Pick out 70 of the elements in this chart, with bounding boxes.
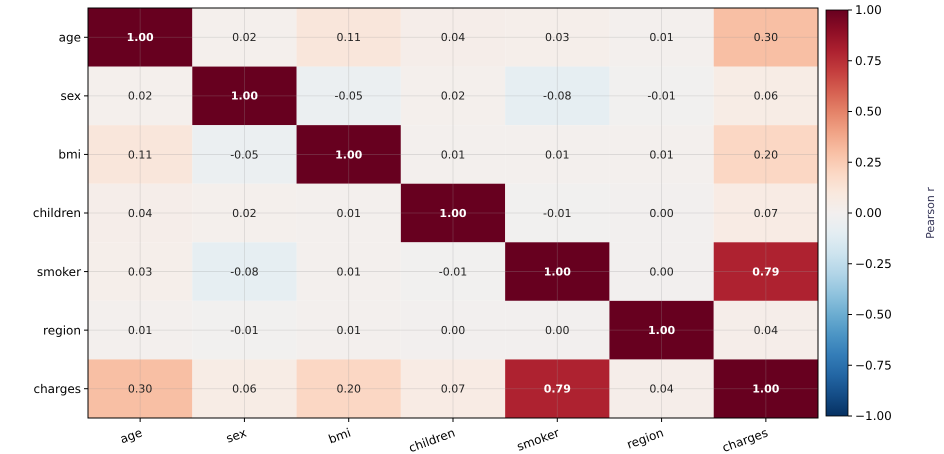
data-label: 0.06	[754, 90, 778, 103]
data-label: 0.01	[336, 324, 361, 337]
data-label: 0.07	[754, 206, 778, 220]
color-bar-label: −0.25	[855, 256, 892, 271]
data-label: 0.11	[128, 148, 152, 162]
color-bar-label: 0.25	[855, 155, 882, 170]
data-label: 1.00	[230, 90, 258, 103]
data-label: 0.04	[754, 324, 778, 337]
y-tick-label: children	[32, 206, 81, 220]
color-bar-title: Pearson r	[924, 186, 937, 239]
data-label: 0.03	[545, 31, 570, 44]
data-label: 1.00	[544, 265, 572, 278]
data-label: 0.01	[128, 324, 152, 337]
data-label: -0.01	[647, 90, 676, 103]
color-bar-label: −0.50	[855, 308, 892, 322]
color-bar-label: −1.00	[855, 409, 892, 424]
data-label: 0.79	[544, 382, 571, 396]
color-bar-label: 0.00	[855, 206, 882, 220]
data-label: 0.02	[232, 206, 257, 220]
data-label: 0.01	[336, 206, 361, 220]
y-tick-label: region	[43, 323, 81, 338]
data-label: 1.00	[126, 31, 154, 44]
data-label: 1.00	[439, 206, 467, 220]
color-bar-label: 1.00	[855, 3, 882, 18]
data-label: -0.08	[230, 265, 259, 278]
data-label: 0.11	[336, 31, 361, 44]
x-tick-label: sex	[224, 426, 248, 446]
data-label: 0.07	[440, 382, 466, 396]
color-bar-label: −0.75	[855, 358, 892, 372]
data-label: 0.02	[440, 90, 466, 103]
y-tick-label: charges	[33, 382, 81, 396]
x-tick-label: bmi	[326, 426, 353, 446]
data-label: 0.00	[649, 265, 674, 278]
data-label: -0.05	[230, 148, 259, 162]
data-label: 0.20	[336, 382, 361, 396]
color-bar-label: 0.50	[855, 104, 882, 119]
data-label: 0.04	[128, 206, 152, 220]
data-label: -0.05	[334, 90, 363, 103]
data-label: 1.00	[752, 382, 780, 396]
data-label: 0.02	[232, 31, 257, 44]
data-label: 0.06	[232, 382, 257, 396]
color-bar-label: 0.75	[855, 54, 882, 68]
data-label: 1.00	[335, 148, 363, 162]
x-tick-label: region	[625, 426, 666, 452]
data-label: 0.01	[545, 148, 570, 162]
data-label: 0.04	[649, 382, 674, 396]
data-label: -0.01	[438, 265, 468, 278]
data-label: -0.01	[230, 324, 259, 337]
data-label: 0.01	[336, 265, 361, 278]
data-label: 0.79	[752, 265, 780, 278]
y-tick-label: age	[58, 30, 81, 44]
x-tick-label: age	[118, 426, 144, 446]
data-label: 0.20	[754, 148, 778, 162]
data-label: 0.01	[440, 148, 466, 162]
data-label: 0.02	[128, 90, 152, 103]
data-label: 0.03	[128, 265, 152, 278]
data-label: 0.01	[649, 31, 674, 44]
data-label: 1.00	[648, 324, 676, 337]
data-label: 0.30	[128, 382, 152, 396]
y-tick-label: sex	[60, 89, 81, 104]
data-label: 0.00	[440, 324, 466, 337]
data-label: 0.00	[649, 206, 674, 220]
data-label: -0.01	[543, 206, 572, 220]
y-tick-label: smoker	[36, 264, 82, 279]
data-label: 0.01	[649, 148, 674, 162]
y-tick-label: bmi	[58, 148, 81, 162]
data-label: 0.04	[440, 31, 466, 44]
data-label: 0.00	[545, 324, 570, 337]
data-label: -0.08	[543, 90, 572, 103]
data-label: 0.30	[754, 31, 778, 44]
